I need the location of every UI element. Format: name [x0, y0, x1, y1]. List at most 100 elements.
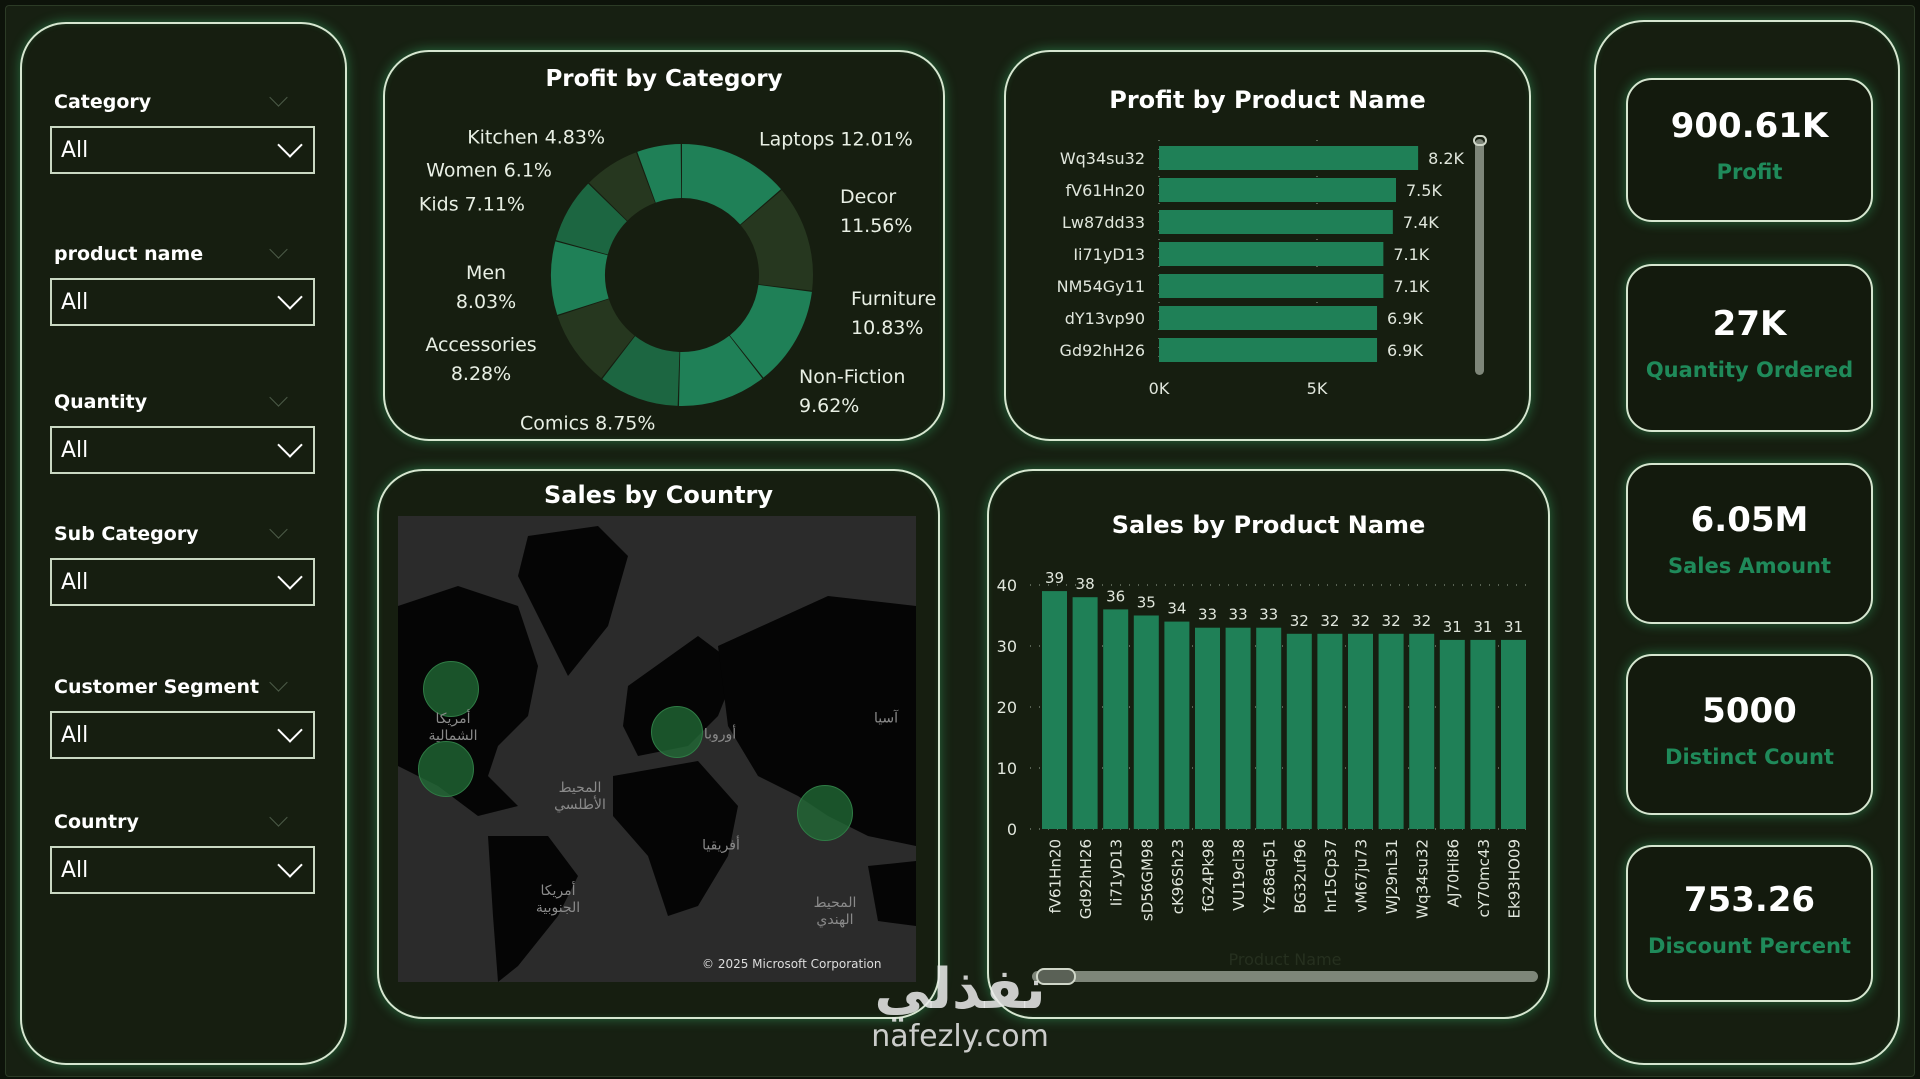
data-label: 8.2K — [1428, 149, 1464, 168]
vertical-scrollbar[interactable] — [1475, 139, 1484, 375]
chevron-down-icon — [277, 284, 303, 310]
slice-label-kids: Kids 7.11% — [418, 193, 525, 216]
filter-label: Sub Category — [54, 523, 199, 545]
kpi-label: Distinct Count — [1665, 744, 1834, 769]
kpi-card: 5000 Distinct Count — [1626, 654, 1873, 815]
slice-label-decor: Decor 11.56% — [840, 183, 912, 241]
donut-slice-accessories[interactable] — [557, 299, 635, 379]
slice-label-decor-name: Decor — [840, 186, 897, 208]
category-label: fV61Hn20 — [1066, 181, 1145, 200]
slice-label-furniture: Furniture 10.83% — [851, 285, 936, 343]
australia — [868, 861, 916, 926]
scrollbar-handle[interactable] — [1036, 968, 1076, 985]
donut-slice-non-fiction[interactable] — [678, 335, 763, 406]
chart-title: Profit by Category — [545, 66, 783, 92]
donut-slice-women[interactable] — [589, 152, 655, 221]
kpi-label: Profit — [1716, 160, 1783, 184]
filter-value: All — [61, 138, 89, 163]
filter-label: product name — [54, 243, 204, 265]
category-label: dY13vp90 — [1065, 309, 1145, 328]
x-tick-label: 0K — [1149, 379, 1170, 398]
bubble-europe[interactable] — [651, 706, 703, 758]
filter-dropdown[interactable]: All — [50, 711, 315, 759]
map-label-atlantic: المحيط الأطلسي — [554, 780, 606, 813]
scrollbar-handle[interactable] — [1473, 135, 1487, 146]
chart-title: Sales by Product Name — [1111, 511, 1426, 539]
slice-label-men: Men 8.03% — [436, 259, 536, 317]
bar[interactable] — [1159, 242, 1384, 266]
slice-label-accessories-name: Accessories — [425, 334, 537, 356]
donut-slice-furniture[interactable] — [729, 284, 812, 378]
horizontal-scrollbar[interactable] — [1032, 971, 1538, 982]
data-label: 7.4K — [1403, 213, 1439, 232]
chevron-down-icon — [277, 717, 303, 743]
category-label: Ii71yD13 — [1073, 245, 1145, 264]
chart-title: Profit by Product Name — [1109, 86, 1426, 114]
bar[interactable] — [1159, 210, 1393, 234]
kpi-label: Quantity Ordered — [1645, 358, 1854, 382]
category-label: Wq34su32 — [1060, 149, 1145, 168]
world-map[interactable]: أمريكا الشمالية المحيط الأطلسي أوروبا آس… — [398, 516, 916, 982]
filter-dropdown[interactable]: All — [50, 126, 315, 174]
filter-dropdown[interactable]: All — [50, 558, 315, 606]
filter-value: All — [61, 438, 89, 463]
category-label: Lw87dd33 — [1062, 213, 1145, 232]
chevron-down-icon — [277, 564, 303, 590]
filter-dropdown[interactable]: All — [50, 278, 315, 326]
filter-panel — [20, 22, 347, 1065]
kpi-card: 27K Quantity Ordered — [1626, 264, 1873, 432]
greenland — [518, 526, 628, 676]
profit-by-product-card: Profit by Product Name 0K 5K Wq34su32 8.2K f… — [1004, 50, 1531, 441]
slice-label-accessories-pct: 8.28% — [450, 363, 512, 385]
donut-slice-kitchen[interactable] — [637, 144, 682, 203]
bar[interactable] — [1159, 178, 1396, 202]
chevron-down-icon — [277, 852, 303, 878]
chevron-down-icon — [277, 432, 303, 458]
kpi-value: 5000 — [1702, 690, 1797, 731]
horizontal-bar-chart: 0K 5K Wq34su32 8.2K fV61Hn20 7.5K Lw87dd33 7.4K… — [1057, 140, 1465, 398]
data-label: 6.9K — [1387, 341, 1423, 360]
donut-slice-decor[interactable] — [740, 190, 813, 291]
map-label-europe: أوروبا — [703, 726, 737, 743]
donut-slice-laptops[interactable] — [682, 144, 781, 225]
watermark-logo: نفذلي nafezly.com — [850, 960, 1070, 1054]
kpi-card: 6.05M Sales Amount — [1626, 463, 1873, 624]
profit-by-category-card: Profit by Category Laptops 12.01% Decor 1… — [383, 50, 945, 441]
kpi-value: 27K — [1712, 304, 1787, 344]
kpi-value: 753.26 — [1683, 879, 1816, 920]
filter-value: All — [61, 858, 89, 883]
map-label-indian-ocean: المحيط الهندي — [813, 895, 857, 928]
bubble-india[interactable] — [797, 785, 853, 841]
bar[interactable] — [1159, 306, 1378, 330]
filter-dropdown[interactable]: All — [50, 846, 315, 894]
donut-slice-comics[interactable] — [602, 336, 680, 406]
bar[interactable] — [1159, 274, 1384, 298]
bubble-usa[interactable] — [418, 741, 474, 797]
chart-title: Sales by Country — [543, 481, 774, 509]
category-label: NM54Gy11 — [1057, 277, 1145, 296]
kpi-card: 753.26 Discount Percent — [1626, 845, 1873, 1002]
south-america — [488, 836, 578, 982]
kpi-value: 6.05M — [1690, 499, 1809, 540]
slice-label-comics: Comics 8.75% — [520, 412, 656, 435]
bar[interactable] — [1159, 146, 1419, 170]
slice-label-furniture-pct: 10.83% — [851, 317, 924, 339]
filter-value: All — [61, 290, 89, 315]
map-copyright: © 2025 Microsoft Corporation — [702, 957, 882, 971]
category-label: Gd92hH26 — [1060, 341, 1145, 360]
chevron-down-icon — [277, 132, 303, 158]
x-tick-label: 5K — [1307, 379, 1328, 398]
kpi-label: Discount Percent — [1648, 933, 1851, 958]
slice-label-non-fiction: Non-Fiction 9.62% — [799, 363, 905, 421]
filter-dropdown[interactable]: All — [50, 426, 315, 474]
filter-value: All — [61, 570, 89, 595]
slice-label-decor-pct: 11.56% — [840, 215, 913, 237]
bar[interactable] — [1159, 338, 1378, 362]
map-label-south-america: أمريكا الجنوبية — [535, 883, 581, 916]
kpi-label: Sales Amount — [1667, 553, 1832, 578]
donut-slice-kids[interactable] — [555, 183, 627, 255]
slice-label-laptops: Laptops 12.01% — [759, 128, 913, 151]
watermark-arabic: نفذلي — [874, 957, 1046, 1022]
bubble-canada[interactable] — [423, 661, 479, 717]
donut-slice-men[interactable] — [551, 241, 609, 315]
